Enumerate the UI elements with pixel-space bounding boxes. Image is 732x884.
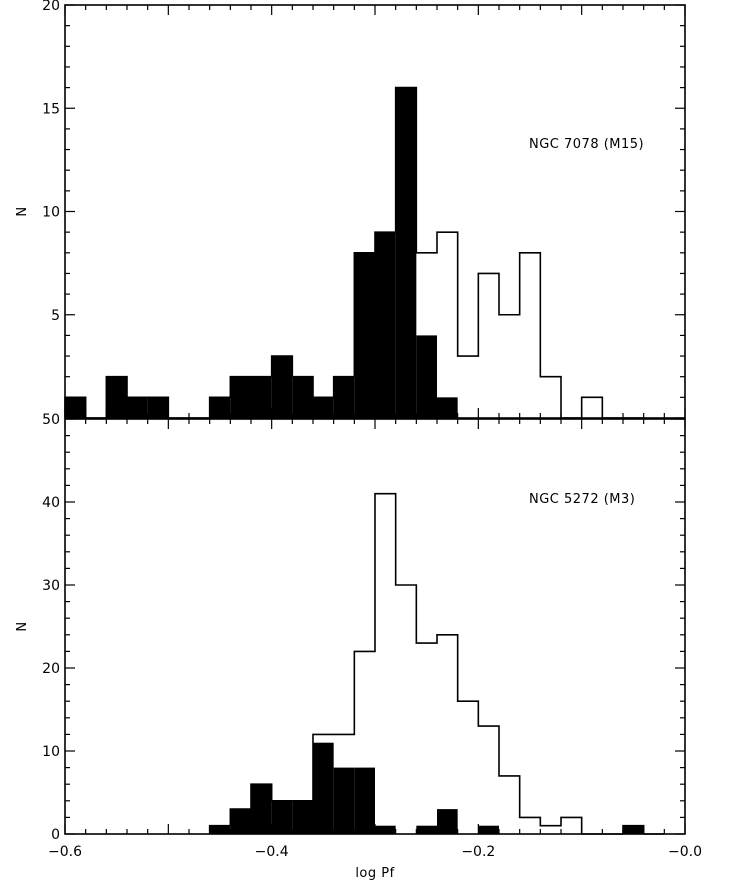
panel-0-y-tick-label: 10 (42, 205, 60, 221)
panel-1-x-axis-label: log Pf (355, 866, 394, 881)
panel-0-filled-bar (437, 397, 458, 418)
panel-0-y-tick-label: 20 (42, 0, 60, 14)
panel-1-filled-bar (437, 809, 458, 834)
panel-0-filled-bar (292, 376, 313, 418)
panel-1-filled-bar (416, 825, 437, 834)
panel-1-filled-bar (478, 825, 499, 834)
panel-1-filled-bar (313, 742, 334, 834)
panel-1-y-tick-label: 0 (51, 827, 60, 843)
panel-0-filled-bar (416, 335, 437, 418)
panel-0-filled-bar (209, 397, 231, 418)
panel-0-filled-bar (395, 87, 417, 418)
panel-0-y-axis-label: N (15, 206, 30, 216)
panel-1-y-tick-label: 40 (42, 495, 60, 511)
panel-1-filled-bar (292, 800, 313, 834)
panel-0-filled-bar (147, 397, 169, 418)
panel-0-y-tick-label: 5 (51, 308, 60, 324)
panel-0-filled-bar (65, 397, 86, 418)
panel-1-y-tick-label: 30 (42, 578, 60, 594)
panel-0-outline-series (64, 86, 644, 419)
panel-1-filled-bar (623, 825, 644, 834)
panel-1-filled-bar (354, 767, 375, 834)
panel-0-filled-bar (333, 376, 355, 418)
panel-0-annotation: NGC 7078 (M15) (529, 137, 644, 152)
panel-1-y-tick-label: 20 (42, 661, 60, 677)
panel-1-filled-bar (375, 825, 396, 834)
panel-0-filled-bar (271, 356, 293, 418)
panel-0-filled-bar (106, 376, 127, 418)
panel-top: 5 10 15 20 N NGC 7078 (M15) (15, 0, 686, 419)
panel-1-x-tick-label: −0.0 (668, 844, 702, 860)
panel-0-filled-bar (375, 232, 396, 418)
panel-1-filled-bar (271, 800, 293, 834)
panel-0-filled-bar (127, 397, 148, 418)
panel-1-outline-series (208, 492, 665, 835)
panel-1-filled-bar (230, 809, 251, 834)
panel-1-x-tick-label: −0.2 (461, 844, 495, 860)
panel-1-annotation: NGC 5272 (M3) (529, 492, 635, 507)
panel-0-filled-bar (354, 252, 375, 418)
panel-1-filled-bar (333, 767, 355, 834)
panel-1-x-tick-label: −0.6 (48, 844, 82, 860)
panel-1-y-tick-label: 50 (42, 412, 60, 428)
panel-0-y-tick-label: 15 (42, 101, 60, 117)
panel-0-filled-bar (251, 376, 272, 418)
panel-1-y-tick-label: 10 (42, 744, 60, 760)
panel-1-y-axis-label: N (15, 621, 30, 631)
panel-1-x-tick-label: −0.4 (255, 844, 289, 860)
panel-0-filled-bar (313, 397, 334, 418)
panel-1-filled-bar (209, 825, 231, 834)
panel-0-filled-bar (230, 376, 251, 418)
panel-1-filled-bar (251, 784, 272, 834)
